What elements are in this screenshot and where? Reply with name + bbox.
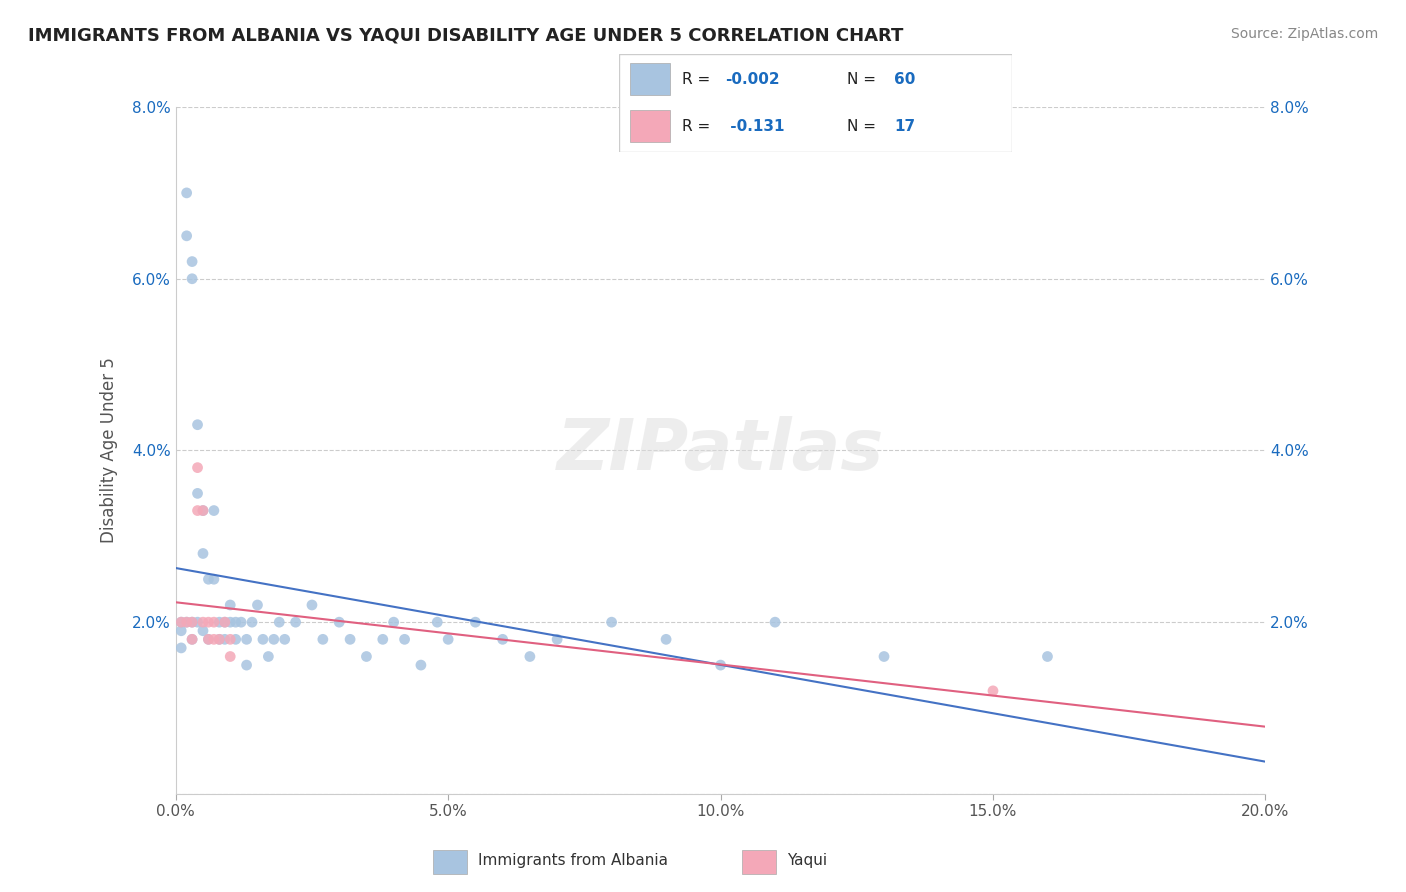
Point: [170, 640, 193, 655]
Bar: [433, 849, 467, 874]
Text: Source: ZipAtlas.com: Source: ZipAtlas.com: [1230, 27, 1378, 41]
Point: [181, 271, 204, 285]
Point: [219, 615, 242, 630]
Point: [371, 632, 394, 647]
Point: [225, 615, 247, 630]
Point: [655, 632, 678, 647]
Point: [214, 632, 236, 647]
Point: [252, 632, 274, 647]
Point: [202, 503, 225, 517]
Point: [231, 615, 253, 630]
Point: [225, 632, 247, 647]
Point: [257, 649, 280, 664]
Point: [186, 615, 209, 630]
Point: [197, 632, 219, 647]
Point: [191, 615, 214, 630]
Text: Immigrants from Albania: Immigrants from Albania: [478, 854, 668, 868]
Text: 17: 17: [894, 119, 915, 134]
Point: [873, 649, 896, 664]
Point: [394, 632, 416, 647]
Point: [339, 632, 361, 647]
Point: [197, 632, 219, 647]
FancyBboxPatch shape: [619, 54, 1012, 152]
Text: -0.002: -0.002: [725, 71, 779, 87]
Point: [186, 503, 209, 517]
Point: [328, 615, 350, 630]
Bar: [742, 849, 776, 874]
Point: [426, 615, 449, 630]
Point: [208, 615, 231, 630]
Point: [219, 632, 242, 647]
Point: [464, 615, 486, 630]
Point: [382, 615, 405, 630]
Point: [197, 572, 219, 586]
Point: [181, 632, 204, 647]
Point: [600, 615, 623, 630]
Point: [519, 649, 541, 664]
Point: [274, 632, 297, 647]
Point: [176, 615, 198, 630]
Point: [186, 486, 209, 500]
Point: [186, 417, 209, 432]
Point: [191, 503, 214, 517]
Y-axis label: Disability Age Under 5: Disability Age Under 5: [100, 358, 118, 543]
Point: [269, 615, 291, 630]
Text: -0.131: -0.131: [725, 119, 785, 134]
Point: [197, 615, 219, 630]
Bar: [630, 111, 669, 142]
Point: [176, 186, 198, 200]
Point: [202, 615, 225, 630]
Point: [437, 632, 460, 647]
Point: [546, 632, 568, 647]
Text: R =: R =: [682, 119, 714, 134]
Point: [181, 254, 204, 268]
Point: [284, 615, 307, 630]
Bar: [630, 63, 669, 95]
Point: [176, 615, 198, 630]
Text: N =: N =: [846, 71, 880, 87]
Point: [191, 546, 214, 561]
Point: [208, 632, 231, 647]
Text: ZIPatlas: ZIPatlas: [557, 416, 884, 485]
Text: R =: R =: [682, 71, 714, 87]
Point: [1036, 649, 1059, 664]
Point: [181, 615, 204, 630]
Point: [263, 632, 285, 647]
Point: [214, 615, 236, 630]
Point: [181, 632, 204, 647]
Point: [181, 615, 204, 630]
Point: [214, 615, 236, 630]
Point: [202, 572, 225, 586]
Point: [219, 649, 242, 664]
Point: [409, 658, 432, 673]
Text: N =: N =: [846, 119, 880, 134]
Point: [981, 683, 1004, 698]
Point: [235, 632, 257, 647]
Point: [219, 598, 242, 612]
Point: [191, 503, 214, 517]
Point: [301, 598, 323, 612]
Point: [170, 615, 193, 630]
Text: Yaqui: Yaqui: [787, 854, 828, 868]
Point: [763, 615, 786, 630]
Point: [246, 598, 269, 612]
Point: [208, 632, 231, 647]
Point: [202, 632, 225, 647]
Point: [170, 624, 193, 638]
Point: [240, 615, 263, 630]
Point: [176, 228, 198, 243]
Point: [492, 632, 515, 647]
Point: [191, 624, 214, 638]
Point: [710, 658, 733, 673]
Point: [356, 649, 378, 664]
Point: [186, 460, 209, 475]
Text: 60: 60: [894, 71, 915, 87]
Point: [170, 615, 193, 630]
Point: [312, 632, 335, 647]
Point: [235, 658, 257, 673]
Text: IMMIGRANTS FROM ALBANIA VS YAQUI DISABILITY AGE UNDER 5 CORRELATION CHART: IMMIGRANTS FROM ALBANIA VS YAQUI DISABIL…: [28, 27, 904, 45]
